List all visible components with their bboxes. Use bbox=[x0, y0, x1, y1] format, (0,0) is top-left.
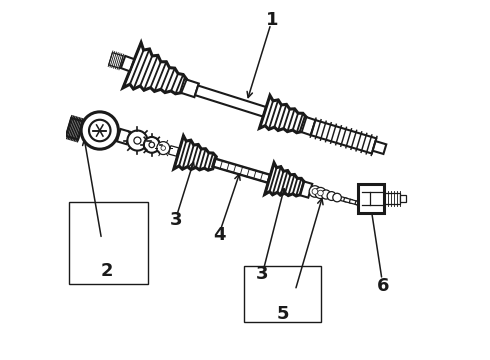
Polygon shape bbox=[373, 141, 386, 154]
Polygon shape bbox=[349, 199, 358, 205]
Polygon shape bbox=[338, 196, 347, 202]
Circle shape bbox=[333, 193, 342, 202]
Circle shape bbox=[134, 137, 141, 144]
Polygon shape bbox=[195, 86, 266, 117]
Circle shape bbox=[309, 186, 320, 197]
Circle shape bbox=[144, 137, 160, 153]
Circle shape bbox=[318, 190, 323, 196]
Circle shape bbox=[89, 120, 111, 141]
Polygon shape bbox=[311, 120, 376, 153]
Polygon shape bbox=[66, 118, 83, 139]
Circle shape bbox=[315, 188, 326, 199]
Polygon shape bbox=[169, 146, 179, 156]
Bar bbox=[359, 184, 384, 213]
Polygon shape bbox=[212, 158, 270, 183]
Text: 5: 5 bbox=[277, 306, 290, 324]
Text: 3: 3 bbox=[256, 265, 269, 283]
Polygon shape bbox=[117, 129, 130, 144]
Text: 3: 3 bbox=[170, 211, 182, 229]
Polygon shape bbox=[384, 193, 400, 204]
Polygon shape bbox=[174, 136, 216, 170]
Text: 6: 6 bbox=[377, 277, 390, 295]
Circle shape bbox=[149, 142, 154, 148]
Text: 4: 4 bbox=[213, 225, 225, 243]
Circle shape bbox=[327, 192, 336, 201]
Circle shape bbox=[321, 190, 331, 199]
Circle shape bbox=[161, 146, 166, 150]
Text: 2: 2 bbox=[100, 262, 113, 280]
Polygon shape bbox=[180, 79, 199, 97]
Polygon shape bbox=[260, 95, 306, 133]
Circle shape bbox=[81, 112, 119, 149]
Polygon shape bbox=[343, 198, 353, 203]
Bar bbox=[245, 266, 321, 321]
Circle shape bbox=[312, 189, 318, 194]
Polygon shape bbox=[123, 42, 187, 94]
Polygon shape bbox=[355, 201, 364, 206]
Bar bbox=[69, 202, 148, 284]
Polygon shape bbox=[300, 181, 312, 198]
Polygon shape bbox=[121, 56, 134, 71]
Circle shape bbox=[157, 141, 170, 154]
Text: 1: 1 bbox=[266, 12, 278, 30]
Polygon shape bbox=[400, 195, 406, 202]
Polygon shape bbox=[265, 163, 304, 196]
Polygon shape bbox=[214, 159, 270, 182]
Polygon shape bbox=[109, 53, 123, 68]
Polygon shape bbox=[300, 117, 316, 135]
Circle shape bbox=[127, 131, 147, 150]
